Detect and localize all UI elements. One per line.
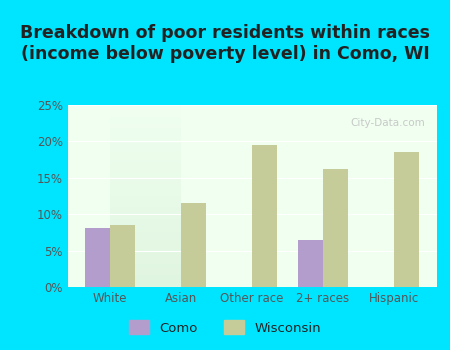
- Bar: [323, 169, 348, 287]
- Bar: [252, 145, 277, 287]
- Text: Breakdown of poor residents within races
(income below poverty level) in Como, W: Breakdown of poor residents within races…: [20, 25, 430, 63]
- Text: City-Data.com: City-Data.com: [351, 118, 425, 128]
- Bar: [181, 203, 206, 287]
- Bar: [298, 240, 323, 287]
- Bar: [85, 228, 110, 287]
- Legend: Como, Wisconsin: Como, Wisconsin: [124, 315, 326, 340]
- Bar: [110, 225, 135, 287]
- Bar: [394, 152, 419, 287]
